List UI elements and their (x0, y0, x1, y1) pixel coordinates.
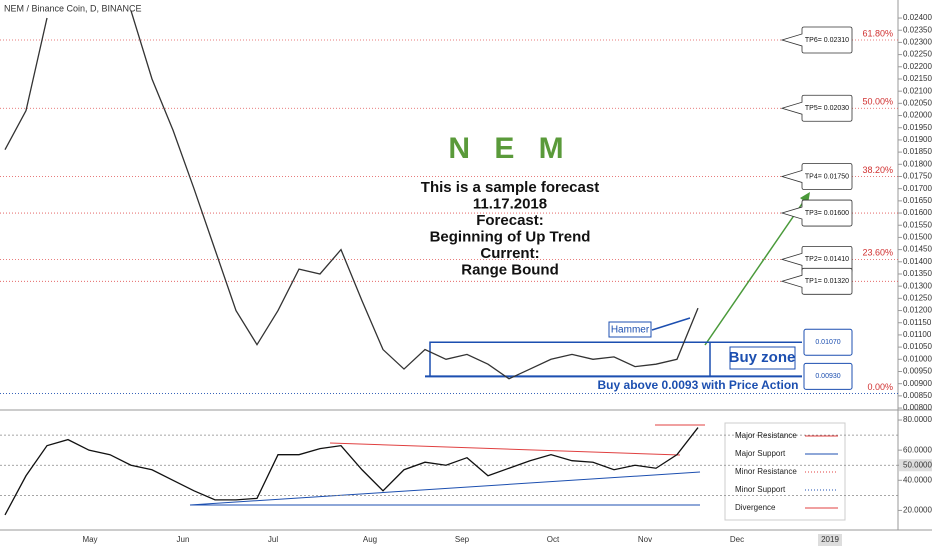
buy-note: Buy above 0.0093 with Price Action (598, 378, 799, 392)
tp-callout (780, 267, 853, 295)
y-tick-label: 0.01400 (903, 257, 932, 266)
x-tick-label: Oct (547, 535, 560, 544)
y-tick-label: 0.01450 (903, 245, 932, 254)
heading: N E M (448, 132, 571, 165)
x-tick-label: May (82, 535, 97, 544)
chart-title: NEM / Binance Coin, D, BINANCE (4, 3, 142, 13)
tick-highlight (899, 459, 932, 472)
forecast-line: Forecast: (476, 212, 544, 229)
fib-label: 61.80% (862, 28, 893, 38)
tp-label: TP2= 0.01410 (805, 256, 849, 263)
y-tick-label: 0.01550 (903, 220, 932, 229)
x-tick-label: Jun (177, 535, 190, 544)
y-tick-label: 0.01100 (903, 330, 932, 339)
fib-label: 0.00% (867, 382, 893, 392)
y-tick-label: 60.0000 (903, 445, 932, 454)
rsi-line (4, 427, 699, 516)
tp-callout (780, 26, 853, 54)
y-tick-label: 0.02000 (903, 111, 932, 120)
fib-label: 38.20% (862, 165, 893, 175)
legend-label: Major Resistance (735, 431, 797, 440)
x-tick-label: 2019 (821, 535, 839, 544)
y-tick-label: 0.01950 (903, 123, 932, 132)
y-tick-label: 0.02100 (903, 86, 932, 95)
y-tick-label: 0.01800 (903, 159, 932, 168)
y-tick-label: 0.01000 (903, 354, 932, 363)
y-tick-label: 20.0000 (903, 506, 932, 515)
hammer-arrow (651, 317, 691, 331)
tp-label: TP5= 0.02030 (805, 105, 849, 112)
x-tick-label: Sep (455, 535, 470, 544)
y-tick-label: 0.00850 (903, 391, 932, 400)
y-tick-label: 0.02150 (903, 74, 932, 83)
buy-zone-box (729, 346, 796, 370)
y-tick-label: 0.01750 (903, 172, 932, 181)
tp-label: TP4= 0.01750 (805, 173, 849, 180)
zone-callout (803, 328, 853, 356)
y-tick-label: 0.01900 (903, 135, 932, 144)
legend-label: Minor Resistance (735, 467, 797, 476)
y-tick-label: 0.01850 (903, 147, 932, 156)
y-tick-label: 0.00800 (903, 403, 932, 412)
fib-label: 23.60% (862, 248, 893, 258)
forecast-line: 11.17.2018 (473, 195, 547, 212)
y-tick-label: 0.01200 (903, 306, 932, 315)
forecast-line: This is a sample forecast (421, 179, 599, 196)
legend-label: Minor Support (735, 485, 786, 494)
tp-callout (780, 199, 853, 227)
y-tick-label: 0.02200 (903, 62, 932, 71)
y-tick-label: 80.0000 (903, 415, 932, 424)
y-tick-label: 0.01600 (903, 208, 932, 217)
tp-callout (780, 163, 853, 190)
y-tick-label: 0.02050 (903, 98, 932, 107)
y-tick-label: 0.02300 (903, 38, 932, 47)
tp-callout (780, 94, 853, 122)
y-tick-label: 0.01300 (903, 281, 932, 290)
y-tick-label: 0.01150 (903, 318, 932, 327)
hammer-label: Hammer (611, 325, 650, 336)
y-tick-label: 40.0000 (903, 475, 932, 484)
forecast-line: Current: (480, 245, 539, 262)
y-tick-label: 0.02350 (903, 25, 932, 34)
buy-zone-label: Buy zone (729, 349, 796, 366)
tp-label: TP3= 0.01600 (805, 210, 849, 217)
x-tick-label: Aug (363, 535, 377, 544)
tp-label: TP6= 0.02310 (805, 37, 849, 44)
x-tick-label: Dec (730, 535, 744, 544)
price-line (4, 10, 699, 380)
x-tick-label: Jul (268, 535, 278, 544)
x-tick-label: Nov (638, 535, 652, 544)
legend (724, 422, 846, 521)
hammer-box (608, 321, 652, 338)
y-tick-label: 0.01250 (903, 293, 932, 302)
trend-arrow (704, 197, 807, 346)
y-tick-label: 0.00950 (903, 367, 932, 376)
y-tick-label: 0.01350 (903, 269, 932, 278)
zone-callout (803, 362, 853, 390)
legend-label: Divergence (735, 503, 776, 512)
y-tick-label: 50.0000 (903, 460, 932, 469)
y-tick-label: 0.02400 (903, 13, 932, 22)
y-tick-label: 0.01650 (903, 196, 932, 205)
tp-label: TP1= 0.01320 (805, 278, 849, 285)
forecast-line: Beginning of Up Trend (430, 228, 591, 245)
y-tick-label: 0.01500 (903, 233, 932, 242)
y-tick-label: 0.01700 (903, 184, 932, 193)
zone-price: 0.01070 (815, 339, 840, 346)
resistance-line (329, 442, 681, 456)
forecast-line: Range Bound (461, 261, 559, 278)
support-line (189, 471, 701, 506)
year-box (818, 534, 842, 546)
zone-price: 0.00930 (815, 373, 840, 380)
y-tick-label: 0.01050 (903, 342, 932, 351)
y-tick-label: 0.02250 (903, 50, 932, 59)
legend-label: Major Support (735, 449, 786, 458)
y-tick-label: 0.00900 (903, 379, 932, 388)
fib-label: 50.00% (862, 97, 893, 107)
